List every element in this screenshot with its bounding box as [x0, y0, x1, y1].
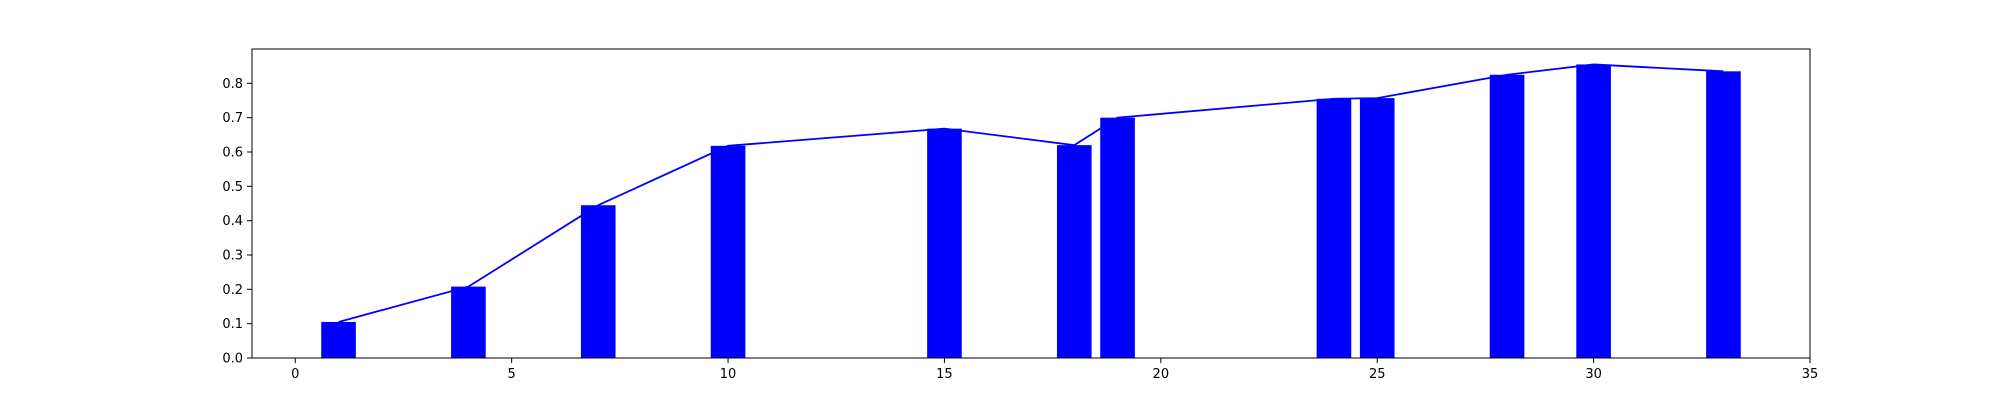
x-tick-label-4: 20 — [1153, 367, 1170, 382]
axes-layer: 0 5 10 15 20 25 30 35 0.0 0.1 0.2 0.3 0.4 0.5 0.6 0.7 0.… — [222, 48, 1819, 382]
bar-1 — [451, 286, 486, 358]
series-line — [338, 63, 1724, 323]
line-layer — [338, 63, 1724, 323]
y-tick-label-3: 0.3 — [222, 249, 243, 264]
x-tick-label-0: 0 — [291, 367, 299, 382]
y-tick-label-7: 0.7 — [222, 111, 243, 126]
bar-11 — [1706, 71, 1741, 358]
bar-6 — [1100, 117, 1135, 358]
y-tick-label-0: 0.0 — [222, 352, 243, 367]
y-tick-label-1: 0.1 — [222, 317, 243, 332]
y-tick-label-8: 0.8 — [222, 77, 243, 92]
x-tick-label-3: 15 — [936, 367, 953, 382]
x-tick-label-6: 30 — [1585, 367, 1602, 382]
bar-0 — [321, 321, 356, 358]
bar-4 — [927, 128, 962, 358]
bar-3 — [710, 145, 746, 358]
bar-7 — [1316, 98, 1352, 358]
bar-10 — [1576, 64, 1611, 358]
x-tick-label-5: 25 — [1369, 367, 1386, 382]
y-tick-label-4: 0.4 — [222, 214, 243, 229]
y-tick-label-5: 0.5 — [222, 180, 243, 195]
x-tick-label-2: 10 — [720, 367, 737, 382]
bars-layer — [321, 64, 1741, 358]
x-tick-label-1: 5 — [508, 367, 516, 382]
x-tick-label-7: 35 — [1802, 367, 1819, 382]
bar-5 — [1056, 145, 1092, 358]
bar-8 — [1359, 98, 1395, 358]
y-tick-label-2: 0.2 — [222, 283, 243, 298]
plot-frame — [251, 48, 1811, 359]
bar-9 — [1489, 74, 1525, 358]
bar-2 — [580, 205, 616, 358]
y-tick-label-6: 0.6 — [222, 146, 243, 161]
